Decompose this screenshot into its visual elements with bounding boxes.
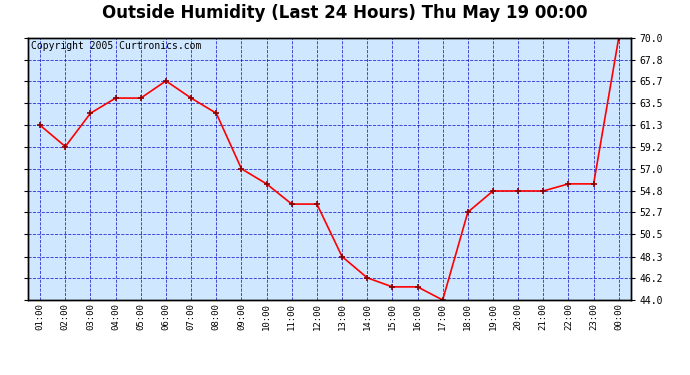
Text: Copyright 2005 Curtronics.com: Copyright 2005 Curtronics.com: [30, 42, 201, 51]
Text: Outside Humidity (Last 24 Hours) Thu May 19 00:00: Outside Humidity (Last 24 Hours) Thu May…: [102, 4, 588, 22]
